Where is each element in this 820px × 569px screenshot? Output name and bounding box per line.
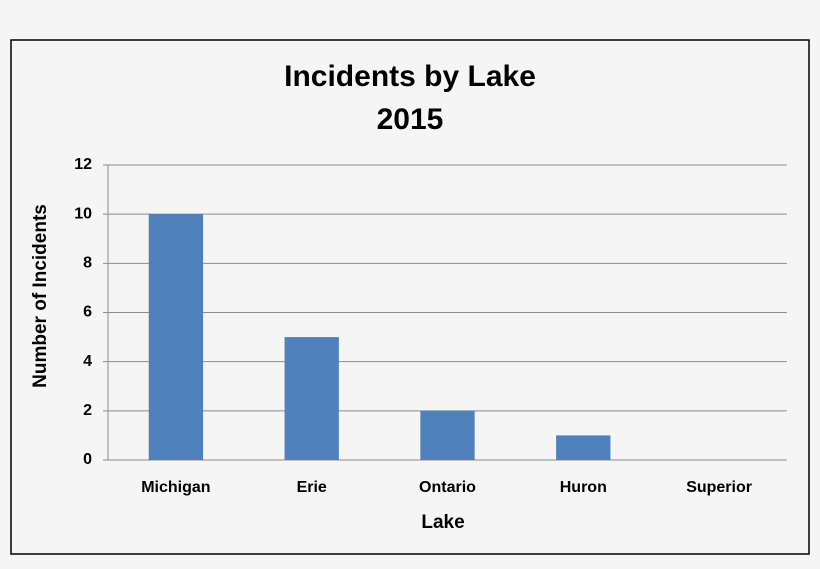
bar [556,435,611,460]
x-tick-label: Huron [560,479,607,496]
y-tick-label: 12 [74,156,92,173]
y-tick-label: 4 [83,353,92,370]
chart-subtitle: 2015 [377,103,444,136]
bar [148,214,204,460]
y-tick-label: 0 [83,451,92,468]
y-axis-title: Number of Incidents [30,204,51,388]
y-tick-label: 6 [83,304,92,321]
bar [284,337,339,460]
x-tick-label: Michigan [141,479,210,496]
y-tick-label: 8 [83,255,92,272]
x-tick-label: Ontario [419,479,476,496]
chart-frame [10,39,810,555]
y-tick-label: 2 [83,402,92,419]
y-tick-label: 10 [74,205,92,222]
chart-title: Incidents by Lake [284,60,536,93]
x-axis-title: Lake [421,512,464,533]
bar [420,410,475,460]
x-tick-label: Superior [686,479,752,496]
x-tick-label: Erie [297,479,327,496]
